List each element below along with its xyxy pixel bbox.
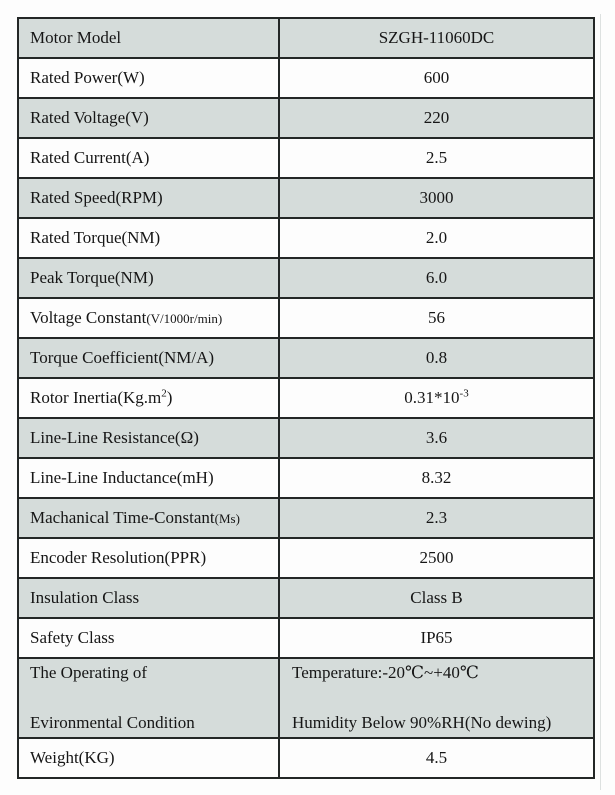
table-row: The Operating of Evironmental Condition Te… <box>17 657 595 739</box>
motor-spec-table: Motor Model SZGH-11060DC Rated Power(W) 600… <box>17 17 595 779</box>
spec-value-cell: 600 <box>278 57 595 99</box>
spec-label-cell: Torque Coefficient(NM/A) <box>17 337 280 379</box>
table-row: Safety Class IP65 <box>17 617 595 659</box>
table-row: Line-Line Inductance(mH) 8.32 <box>17 457 595 499</box>
spec-value-cell: 3.6 <box>278 417 595 459</box>
spec-value-cell: 2500 <box>278 537 595 579</box>
spec-label-cell: Peak Torque(NM) <box>17 257 280 299</box>
spec-label-cell: Line-Line Resistance(Ω) <box>17 417 280 459</box>
spec-value-cell: 6.0 <box>278 257 595 299</box>
spec-value-cell: 0.31*10-3 <box>278 377 595 419</box>
spec-table-body: Motor Model SZGH-11060DC Rated Power(W) 600… <box>17 17 595 779</box>
spec-label-cell: Weight(KG) <box>17 737 280 779</box>
spec-value-cell: 4.5 <box>278 737 595 779</box>
spec-value-cell: IP65 <box>278 617 595 659</box>
spec-label-cell: Insulation Class <box>17 577 280 619</box>
spec-label-cell: Machanical Time-Constant(Ms) <box>17 497 280 539</box>
table-row: Machanical Time-Constant(Ms) 2.3 <box>17 497 595 539</box>
spec-label-cell: Motor Model <box>17 17 280 59</box>
spec-label-cell: The Operating of Evironmental Condition <box>17 657 280 739</box>
spec-value-cell: 2.3 <box>278 497 595 539</box>
spec-label-cell: Rotor Inertia(Kg.m2) <box>17 377 280 419</box>
table-row: Rated Voltage(V) 220 <box>17 97 595 139</box>
spec-label-cell: Rated Current(A) <box>17 137 280 179</box>
table-row: Rated Power(W) 600 <box>17 57 595 99</box>
table-row: Weight(KG) 4.5 <box>17 737 595 779</box>
spec-value-cell: 2.0 <box>278 217 595 259</box>
spec-label-cell: Rated Torque(NM) <box>17 217 280 259</box>
spec-value-cell: 220 <box>278 97 595 139</box>
spec-value-cell: 56 <box>278 297 595 339</box>
table-row: Torque Coefficient(NM/A) 0.8 <box>17 337 595 379</box>
table-row: Rated Current(A) 2.5 <box>17 137 595 179</box>
spec-label-cell: Line-Line Inductance(mH) <box>17 457 280 499</box>
spec-value-cell: 3000 <box>278 177 595 219</box>
spec-value-cell: SZGH-11060DC <box>278 17 595 59</box>
spec-value-cell: 2.5 <box>278 137 595 179</box>
scan-edge-artifact <box>600 14 601 790</box>
table-row: Motor Model SZGH-11060DC <box>17 17 595 59</box>
spec-label-cell: Rated Speed(RPM) <box>17 177 280 219</box>
spec-label-cell: Encoder Resolution(PPR) <box>17 537 280 579</box>
spec-value-cell: 8.32 <box>278 457 595 499</box>
table-row: Rated Torque(NM) 2.0 <box>17 217 595 259</box>
table-row: Rotor Inertia(Kg.m2) 0.31*10-3 <box>17 377 595 419</box>
table-row: Rated Speed(RPM) 3000 <box>17 177 595 219</box>
table-row: Voltage Constant(V/1000r/min) 56 <box>17 297 595 339</box>
table-row: Peak Torque(NM) 6.0 <box>17 257 595 299</box>
table-row: Insulation Class Class B <box>17 577 595 619</box>
spec-label-cell: Voltage Constant(V/1000r/min) <box>17 297 280 339</box>
spec-label-cell: Rated Power(W) <box>17 57 280 99</box>
spec-value-cell: Temperature:-20℃~+40℃ Humidity Below 90%R… <box>278 657 595 739</box>
spec-value-cell: Class B <box>278 577 595 619</box>
table-row: Line-Line Resistance(Ω) 3.6 <box>17 417 595 459</box>
spec-label-cell: Safety Class <box>17 617 280 659</box>
spec-label-cell: Rated Voltage(V) <box>17 97 280 139</box>
table-row: Encoder Resolution(PPR) 2500 <box>17 537 595 579</box>
spec-value-cell: 0.8 <box>278 337 595 379</box>
